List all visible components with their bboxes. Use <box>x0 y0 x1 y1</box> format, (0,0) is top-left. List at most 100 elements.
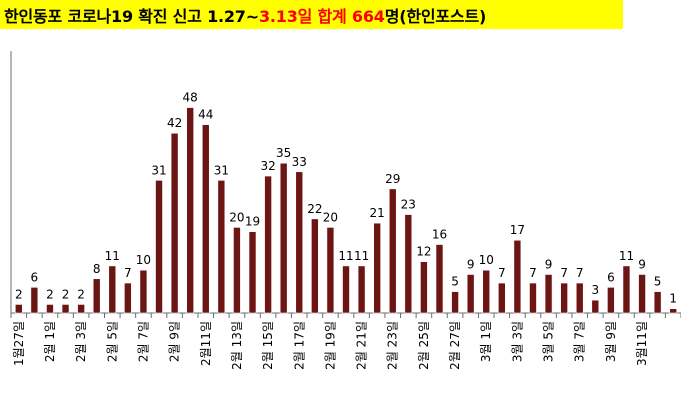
bar-value-label: 29 <box>385 172 400 186</box>
x-tick-label: 2월 21일 <box>355 321 369 370</box>
x-tick-label: 2월 23일 <box>386 321 400 370</box>
bar-value-label: 6 <box>31 270 39 284</box>
bar-value-label: 10 <box>479 253 494 267</box>
title-banner: 한인동포 코로나19 확진 신고 1.27~3.13일 합계 664명(한인포스… <box>0 0 623 29</box>
title-part-1: 한인동포 코로나19 확진 신고 1.27~ <box>4 7 259 26</box>
bar-value-label: 16 <box>432 228 447 242</box>
bar <box>342 265 350 314</box>
x-tick-label: 3월 7일 <box>573 321 587 362</box>
bar <box>170 132 179 314</box>
bar-value-label: 31 <box>214 163 229 177</box>
bar-value-label: 31 <box>151 163 166 177</box>
bar-value-label: 35 <box>276 146 291 160</box>
bar <box>124 282 132 314</box>
bar <box>638 274 646 314</box>
x-tick-label: 3월 3일 <box>510 321 524 362</box>
bar-value-label: 20 <box>323 210 338 224</box>
bar <box>373 222 381 314</box>
bar <box>404 214 413 314</box>
bar-value-label: 23 <box>401 198 416 212</box>
bar-value-label: 19 <box>245 215 260 229</box>
x-tick-label: 2월 25일 <box>417 321 431 370</box>
bar-value-label: 10 <box>136 253 151 267</box>
bar <box>279 162 288 314</box>
bar <box>326 227 335 314</box>
bar <box>435 244 444 314</box>
x-tick-label: 2월 13일 <box>230 321 244 370</box>
bar <box>139 269 148 314</box>
bar <box>61 304 70 314</box>
bar-value-label: 6 <box>607 270 615 284</box>
bar <box>357 265 366 314</box>
x-tick-label: 3월 1일 <box>479 321 493 362</box>
bar <box>529 282 537 314</box>
bar-value-label: 9 <box>467 257 475 271</box>
bar <box>311 218 319 314</box>
bar-value-label: 11 <box>338 249 353 263</box>
bar-value-label: 32 <box>260 159 275 173</box>
x-tick-label: 2월11일 <box>199 321 213 366</box>
bar <box>544 274 553 314</box>
x-tick-label: 2월 7일 <box>136 321 150 362</box>
bar <box>14 304 23 314</box>
bar-value-label: 7 <box>124 266 132 280</box>
bar <box>186 107 194 314</box>
bar <box>451 291 459 314</box>
bar <box>233 227 241 314</box>
bar-value-label: 9 <box>545 257 553 271</box>
x-tick-label: 2월 5일 <box>105 321 119 362</box>
bar <box>513 239 522 314</box>
bar <box>46 304 54 314</box>
bar <box>92 278 101 314</box>
bar <box>30 287 39 314</box>
bar <box>295 171 304 314</box>
bar <box>575 282 584 314</box>
x-tick-label: 2월 27일 <box>448 321 462 370</box>
title-part-2-highlight: 3.13일 합계 664 <box>258 7 385 26</box>
bar-value-label: 1 <box>669 292 677 306</box>
bar <box>77 304 85 314</box>
bar-value-label: 2 <box>15 287 23 301</box>
bar-value-label: 7 <box>560 266 568 280</box>
bar-value-label: 5 <box>654 275 662 289</box>
bar <box>217 180 226 314</box>
bar <box>482 269 491 314</box>
x-tick-label: 2월 17일 <box>292 321 306 370</box>
bar <box>248 231 257 314</box>
bar <box>591 299 600 314</box>
bar-value-label: 7 <box>498 266 506 280</box>
bar <box>560 282 568 314</box>
bar <box>108 265 117 314</box>
x-tick-label: 2월 3일 <box>74 321 88 362</box>
bar-value-label: 17 <box>510 223 525 237</box>
bar-value-label: 3 <box>591 283 599 297</box>
bar <box>388 188 397 314</box>
bar <box>201 124 210 314</box>
bar <box>498 282 506 314</box>
bar <box>264 175 272 314</box>
bar-value-label: 8 <box>93 262 101 276</box>
x-tick-label: 2월 15일 <box>261 321 275 370</box>
bar-value-label: 44 <box>198 108 213 122</box>
x-tick-label: 2월 19일 <box>323 321 337 370</box>
bar-value-label: 12 <box>416 245 431 259</box>
bar <box>622 265 631 314</box>
bar <box>420 261 428 314</box>
bar <box>155 180 163 314</box>
chart-title: 한인동포 코로나19 확진 신고 1.27~3.13일 합계 664명(한인포스… <box>4 3 486 27</box>
x-tick-label: 3월 5일 <box>542 321 556 362</box>
bar <box>607 287 615 314</box>
bar-value-label: 2 <box>46 287 54 301</box>
bar-value-label: 20 <box>229 210 244 224</box>
bar-value-label: 11 <box>354 249 369 263</box>
bar-value-label: 48 <box>183 91 198 105</box>
title-part-3: 명(한인포스트) <box>384 7 487 26</box>
x-tick-label: 2월 9일 <box>168 321 182 362</box>
bar-value-label: 9 <box>638 257 646 271</box>
bar-value-label: 22 <box>307 202 322 216</box>
bar-value-label: 7 <box>576 266 584 280</box>
bar-value-label: 2 <box>77 287 85 301</box>
bar <box>466 274 475 314</box>
